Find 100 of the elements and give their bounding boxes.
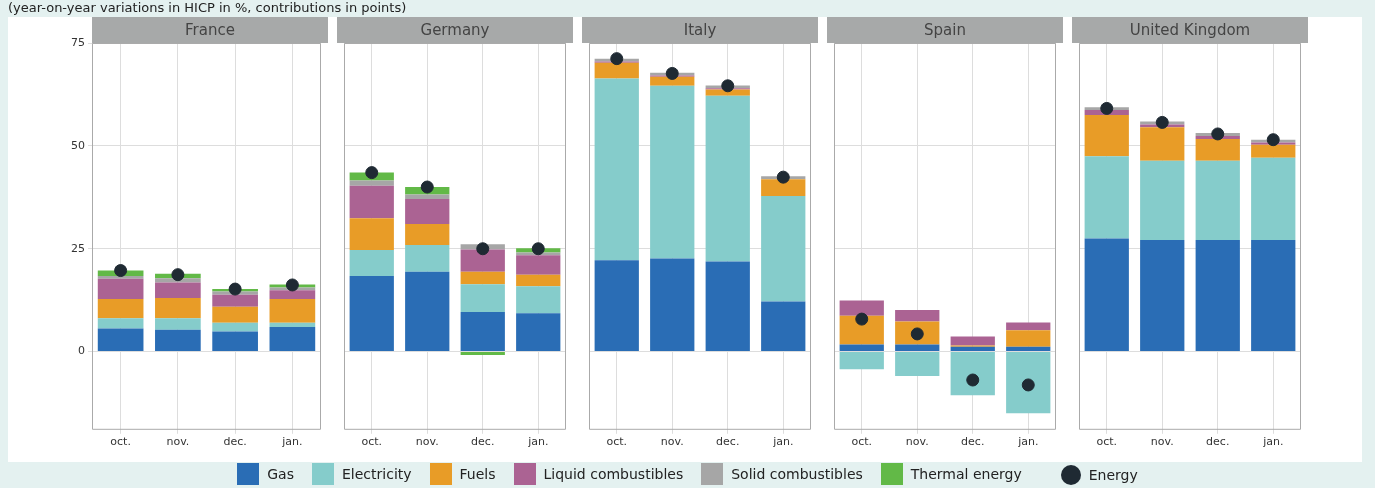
bar bbox=[97, 278, 144, 299]
bar bbox=[1084, 238, 1129, 352]
bar bbox=[155, 318, 201, 330]
bar bbox=[212, 331, 258, 352]
x-tick-label: dec. bbox=[1206, 435, 1230, 449]
bar bbox=[839, 300, 884, 316]
point bbox=[1021, 378, 1035, 392]
bar bbox=[650, 85, 695, 259]
legend-label: Electricity bbox=[342, 466, 412, 482]
bar bbox=[1251, 240, 1296, 352]
x-tick-label: nov. bbox=[1150, 435, 1174, 449]
bar bbox=[1140, 240, 1185, 352]
bar bbox=[349, 180, 394, 186]
bar bbox=[405, 271, 450, 352]
bar bbox=[269, 322, 316, 327]
bar bbox=[895, 352, 940, 376]
bar bbox=[155, 282, 201, 299]
bar bbox=[761, 179, 806, 197]
bar bbox=[212, 306, 258, 323]
bar bbox=[1251, 157, 1296, 241]
legend-label: Solid combustibles bbox=[731, 466, 863, 482]
legend-label: Liquid combustibles bbox=[543, 466, 684, 482]
bar bbox=[516, 286, 561, 314]
bar bbox=[705, 89, 750, 96]
x-tick-label: dec. bbox=[716, 435, 740, 449]
point bbox=[1266, 133, 1280, 147]
bar bbox=[405, 224, 450, 246]
bar bbox=[761, 301, 806, 352]
point bbox=[855, 312, 869, 326]
y-tick-label: 0 bbox=[78, 344, 85, 358]
bar bbox=[761, 196, 806, 302]
bar bbox=[460, 249, 505, 272]
bar bbox=[349, 275, 394, 352]
bar bbox=[460, 312, 505, 352]
legend-label: Energy bbox=[1088, 467, 1138, 483]
x-tick-label: jan. bbox=[1017, 435, 1039, 449]
chart-title: Spain bbox=[827, 17, 1063, 43]
bar bbox=[349, 249, 394, 276]
bar bbox=[1006, 322, 1051, 331]
bar bbox=[269, 290, 316, 299]
point bbox=[776, 170, 790, 184]
x-tick-label: oct. bbox=[361, 435, 383, 449]
bar bbox=[1251, 144, 1296, 158]
bar bbox=[1195, 138, 1240, 161]
x-tick-label: oct. bbox=[851, 435, 873, 449]
bar bbox=[212, 322, 258, 332]
point bbox=[721, 79, 735, 93]
x-tick-label: jan. bbox=[281, 435, 303, 449]
point bbox=[1155, 115, 1169, 129]
x-tick-label: nov. bbox=[905, 435, 929, 449]
bar bbox=[155, 329, 201, 352]
chart-title: United Kingdom bbox=[1072, 17, 1308, 43]
bar bbox=[950, 352, 995, 396]
legend-label: Fuels bbox=[459, 466, 496, 482]
x-tick-label: dec. bbox=[961, 435, 985, 449]
bar bbox=[1084, 156, 1129, 239]
chart-title: France bbox=[92, 17, 328, 43]
bar bbox=[705, 95, 750, 262]
bar bbox=[705, 261, 750, 352]
bar bbox=[839, 344, 884, 352]
bar bbox=[516, 313, 561, 352]
bar bbox=[895, 310, 940, 322]
legend-label: Thermal energy bbox=[910, 466, 1022, 482]
bar bbox=[839, 315, 884, 345]
chart-subtitle: (year-on-year variations in HICP in %, contributions in points) bbox=[8, 0, 407, 15]
x-tick-label: oct. bbox=[606, 435, 628, 449]
bar bbox=[516, 274, 561, 287]
bar bbox=[349, 185, 394, 219]
y-tick-label: 25 bbox=[71, 241, 85, 255]
bar bbox=[1140, 160, 1185, 241]
bar bbox=[269, 298, 316, 323]
bar bbox=[594, 260, 639, 352]
bar bbox=[97, 298, 144, 319]
x-tick-label: jan. bbox=[527, 435, 549, 449]
y-tick-label: 50 bbox=[71, 138, 85, 152]
y-tick-label: 75 bbox=[71, 35, 85, 49]
chart-title: Italy bbox=[582, 17, 818, 43]
bar bbox=[1084, 115, 1129, 157]
bar bbox=[269, 326, 316, 352]
bar bbox=[405, 198, 450, 225]
point bbox=[610, 52, 624, 66]
x-tick-label: oct. bbox=[110, 435, 131, 449]
bar bbox=[1140, 127, 1185, 161]
chart-title: Germany bbox=[337, 17, 573, 43]
legend-label: Gas bbox=[267, 466, 294, 482]
bar bbox=[405, 194, 450, 199]
bar bbox=[594, 62, 639, 79]
bar bbox=[97, 275, 144, 279]
x-tick-label: dec. bbox=[471, 435, 495, 449]
bar bbox=[516, 255, 561, 275]
bar bbox=[460, 271, 505, 285]
bar bbox=[460, 352, 505, 355]
bar bbox=[155, 298, 201, 319]
bar bbox=[212, 294, 258, 307]
bar bbox=[839, 352, 884, 370]
point bbox=[665, 66, 679, 80]
bar bbox=[895, 344, 940, 352]
x-tick-label: nov. bbox=[166, 435, 190, 449]
x-tick-label: nov. bbox=[415, 435, 439, 449]
bar bbox=[1006, 352, 1051, 414]
